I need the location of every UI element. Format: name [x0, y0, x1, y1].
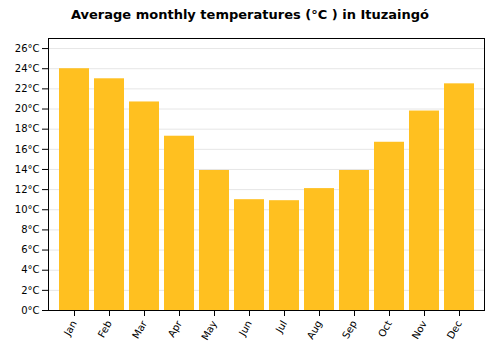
svg-text:6°C: 6°C — [21, 244, 39, 255]
svg-text:Aug: Aug — [305, 319, 324, 341]
svg-text:0°C: 0°C — [21, 305, 39, 316]
svg-text:10°C: 10°C — [15, 204, 40, 215]
svg-text:26°C: 26°C — [15, 43, 40, 54]
svg-text:Oct: Oct — [376, 319, 394, 340]
svg-text:Jan: Jan — [61, 319, 79, 339]
svg-text:Apr: Apr — [166, 318, 185, 339]
svg-text:Dec: Dec — [445, 319, 464, 341]
svg-text:Mar: Mar — [130, 318, 149, 341]
svg-text:20°C: 20°C — [15, 103, 40, 114]
svg-text:2°C: 2°C — [21, 285, 39, 296]
html-text:Average monthly temperatures (: Average monthly temperatures (°C ) in It… — [71, 7, 429, 22]
svg-text:16°C: 16°C — [15, 144, 40, 155]
svg-text:14°C: 14°C — [15, 164, 40, 175]
svg-text:Sep: Sep — [340, 319, 359, 341]
svg-text:Jun: Jun — [236, 319, 254, 339]
svg-text:Nov: Nov — [410, 319, 429, 341]
svg-text:Feb: Feb — [96, 319, 114, 340]
svg-text:Jul: Jul — [273, 319, 289, 336]
svg-text:8°C: 8°C — [21, 224, 39, 235]
svg-text:4°C: 4°C — [21, 264, 39, 275]
svg-text:24°C: 24°C — [15, 63, 40, 74]
svg-text:22°C: 22°C — [15, 83, 40, 94]
svg-text:May: May — [199, 319, 219, 342]
svg-text:12°C: 12°C — [15, 184, 40, 195]
svg-text:18°C: 18°C — [15, 123, 40, 134]
